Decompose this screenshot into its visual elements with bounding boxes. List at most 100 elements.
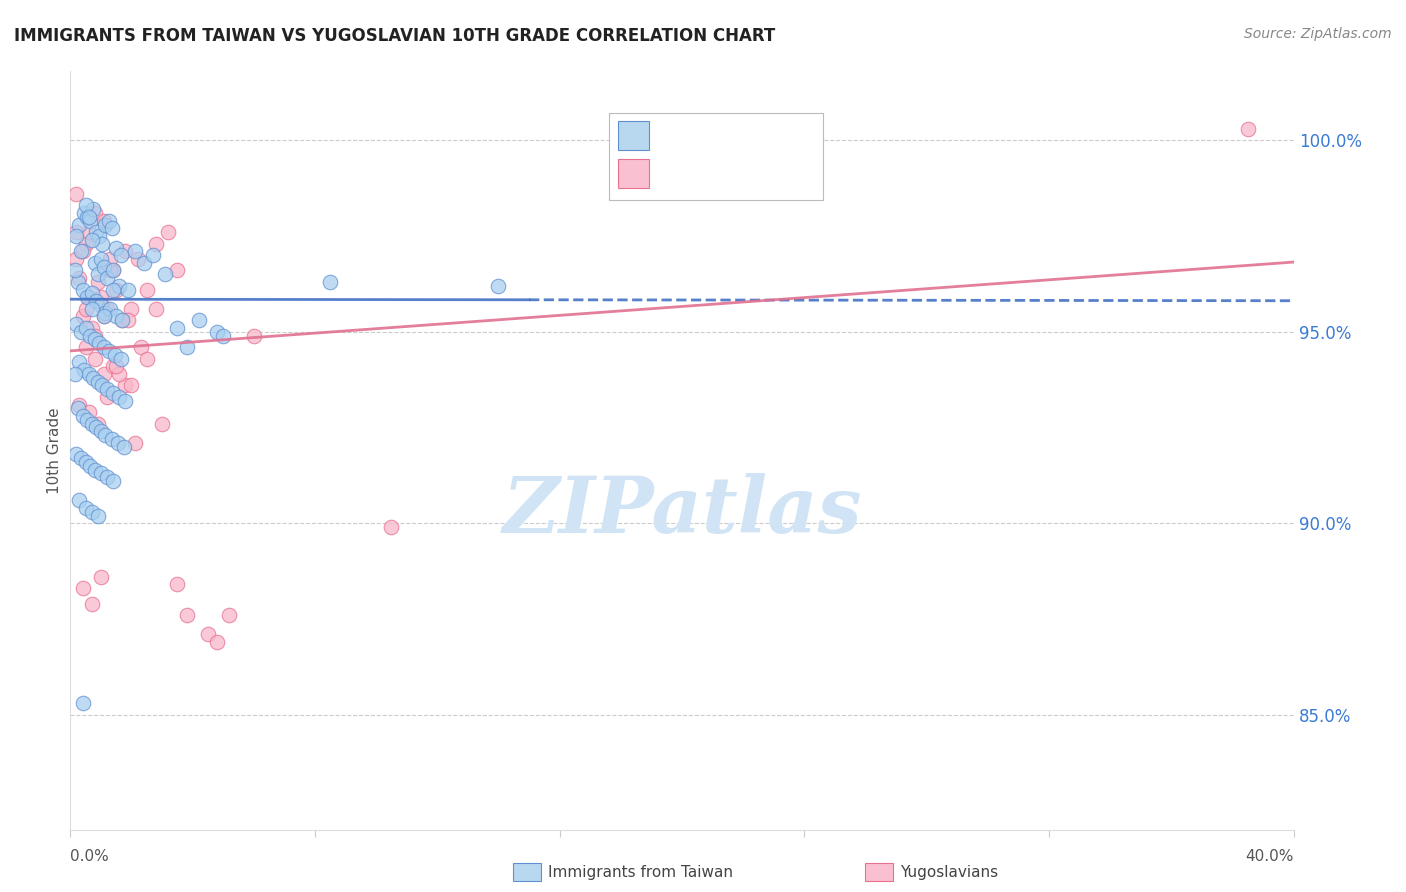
Point [101,359,124,374]
Point [77,367,100,381]
Text: R = 0.002: R = 0.002 [659,128,741,144]
Point [101,386,124,401]
Point [83,206,105,220]
Point [76,413,98,427]
Point [93,310,115,324]
Point [90,252,112,266]
Point [380,520,402,534]
Point [72,244,94,259]
Point [135,351,157,366]
Point [70,325,93,339]
Point [218,608,240,623]
Point [96,301,118,316]
Point [96,271,118,285]
Point [98,301,121,316]
Point [77,210,100,224]
Point [96,470,118,484]
Point [94,305,117,319]
Point [98,252,121,266]
Text: Immigrants from Taiwan: Immigrants from Taiwan [548,865,734,880]
Point [69,397,91,411]
FancyBboxPatch shape [619,121,650,150]
Point [205,635,228,649]
Point [87,268,110,282]
Point [69,271,91,285]
Point [112,440,135,454]
Text: N = 59: N = 59 [749,166,806,181]
Point [166,321,188,335]
Point [65,229,87,244]
Point [100,221,122,235]
Text: 40.0%: 40.0% [1246,848,1294,863]
Point [176,340,198,354]
Point [121,378,143,392]
Point [96,390,118,404]
Point [105,283,128,297]
Point [75,198,97,212]
Point [93,213,115,227]
Point [73,363,96,377]
Point [65,225,87,239]
Text: IMMIGRANTS FROM TAIWAN VS YUGOSLAVIAN 10TH GRADE CORRELATION CHART: IMMIGRANTS FROM TAIWAN VS YUGOSLAVIAN 10… [14,27,775,45]
Point [145,236,167,251]
Point [117,283,139,297]
Point [94,218,117,232]
Point [77,405,100,419]
Point [90,570,112,584]
Point [212,328,235,343]
Point [105,240,128,254]
Point [101,283,124,297]
Point [91,378,114,392]
Point [69,355,91,369]
Point [80,505,103,519]
Point [75,301,97,316]
Point [90,425,112,439]
Point [89,229,111,244]
Point [72,310,94,324]
Point [87,508,110,523]
Text: ZIPatlas: ZIPatlas [502,473,862,549]
Point [70,451,93,466]
Point [65,447,87,461]
Point [93,260,115,274]
Point [111,313,134,327]
Point [108,390,131,404]
Point [87,375,110,389]
Point [69,218,91,232]
Point [157,225,180,239]
Point [72,409,94,423]
Text: Yugoslavians: Yugoslavians [900,865,998,880]
Point [83,351,105,366]
Point [66,401,89,416]
Point [166,263,188,277]
Point [75,500,97,515]
Point [176,608,198,623]
Point [104,348,127,362]
Point [110,248,132,262]
Point [319,275,342,289]
Text: R = 0.070: R = 0.070 [659,166,741,181]
Point [80,233,103,247]
Point [63,367,86,381]
Point [65,252,87,266]
Point [72,283,94,297]
Point [135,283,157,297]
Point [97,213,120,227]
Point [82,370,104,384]
Point [73,206,96,220]
Point [79,213,101,227]
Point [93,367,115,381]
Point [96,382,118,396]
Point [108,278,131,293]
Point [80,301,103,316]
Point [90,298,112,312]
Point [93,310,115,324]
Point [145,301,167,316]
Point [142,248,165,262]
Point [83,333,105,347]
Point [66,275,89,289]
Point [63,263,86,277]
Point [94,428,117,442]
Point [100,432,122,446]
Point [114,378,136,392]
